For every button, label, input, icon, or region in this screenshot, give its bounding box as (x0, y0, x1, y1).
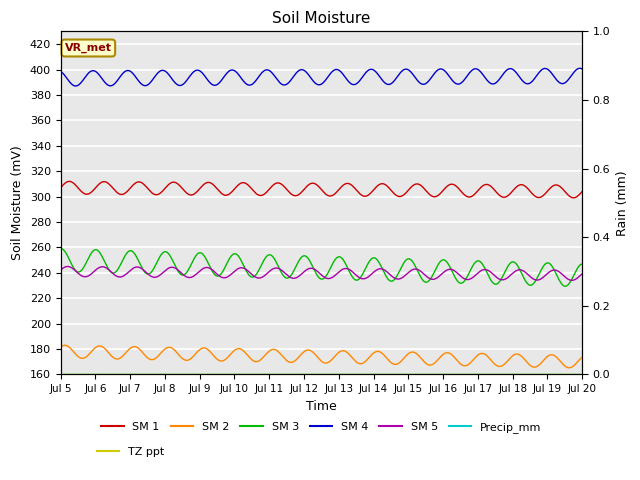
X-axis label: Time: Time (306, 400, 337, 413)
Title: Soil Moisture: Soil Moisture (272, 11, 371, 26)
Y-axis label: Soil Moisture (mV): Soil Moisture (mV) (11, 145, 24, 260)
Y-axis label: Rain (mm): Rain (mm) (616, 170, 629, 236)
Legend: TZ ppt: TZ ppt (92, 443, 168, 461)
Text: VR_met: VR_met (65, 43, 112, 53)
